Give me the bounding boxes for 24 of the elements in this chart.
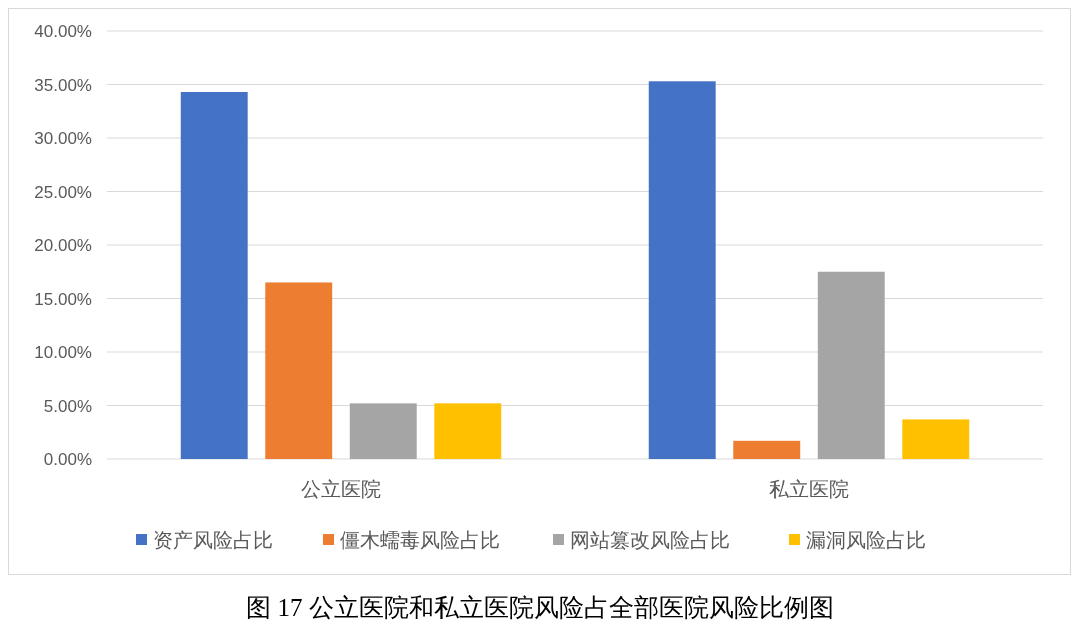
bar (434, 403, 502, 459)
text: 图 17 公立医院和私立医院风险占全部医院风险比例图 (246, 594, 834, 621)
bar (902, 419, 970, 459)
bar (648, 81, 716, 459)
y-tick-label: 40.00% (34, 22, 92, 41)
bar (817, 271, 885, 459)
bar (349, 403, 417, 459)
legend-label: 网站篡改风险占比 (570, 529, 730, 551)
y-tick-label: 25.00% (34, 182, 92, 202)
legend-label: 僵木蠕毒风险占比 (340, 529, 500, 551)
y-tick-label: 5.00% (43, 396, 92, 416)
y-tick-label: 15.00% (34, 289, 92, 309)
bar (265, 282, 333, 459)
y-tick-label: 0.00% (43, 450, 92, 469)
y-tick-label: 10.00% (34, 343, 92, 362)
y-tick-label: 35.00% (34, 75, 92, 95)
y-tick-label: 20.00% (34, 236, 92, 255)
x-tick-label: 公立医院 (301, 478, 381, 500)
bar (180, 91, 248, 459)
legend-label: 资产风险占比 (153, 529, 273, 551)
bar (733, 440, 801, 459)
legend-label: 漏洞风险占比 (806, 529, 926, 551)
x-tick-label: 私立医院 (769, 478, 849, 500)
y-tick-label: 30.00% (34, 129, 92, 148)
